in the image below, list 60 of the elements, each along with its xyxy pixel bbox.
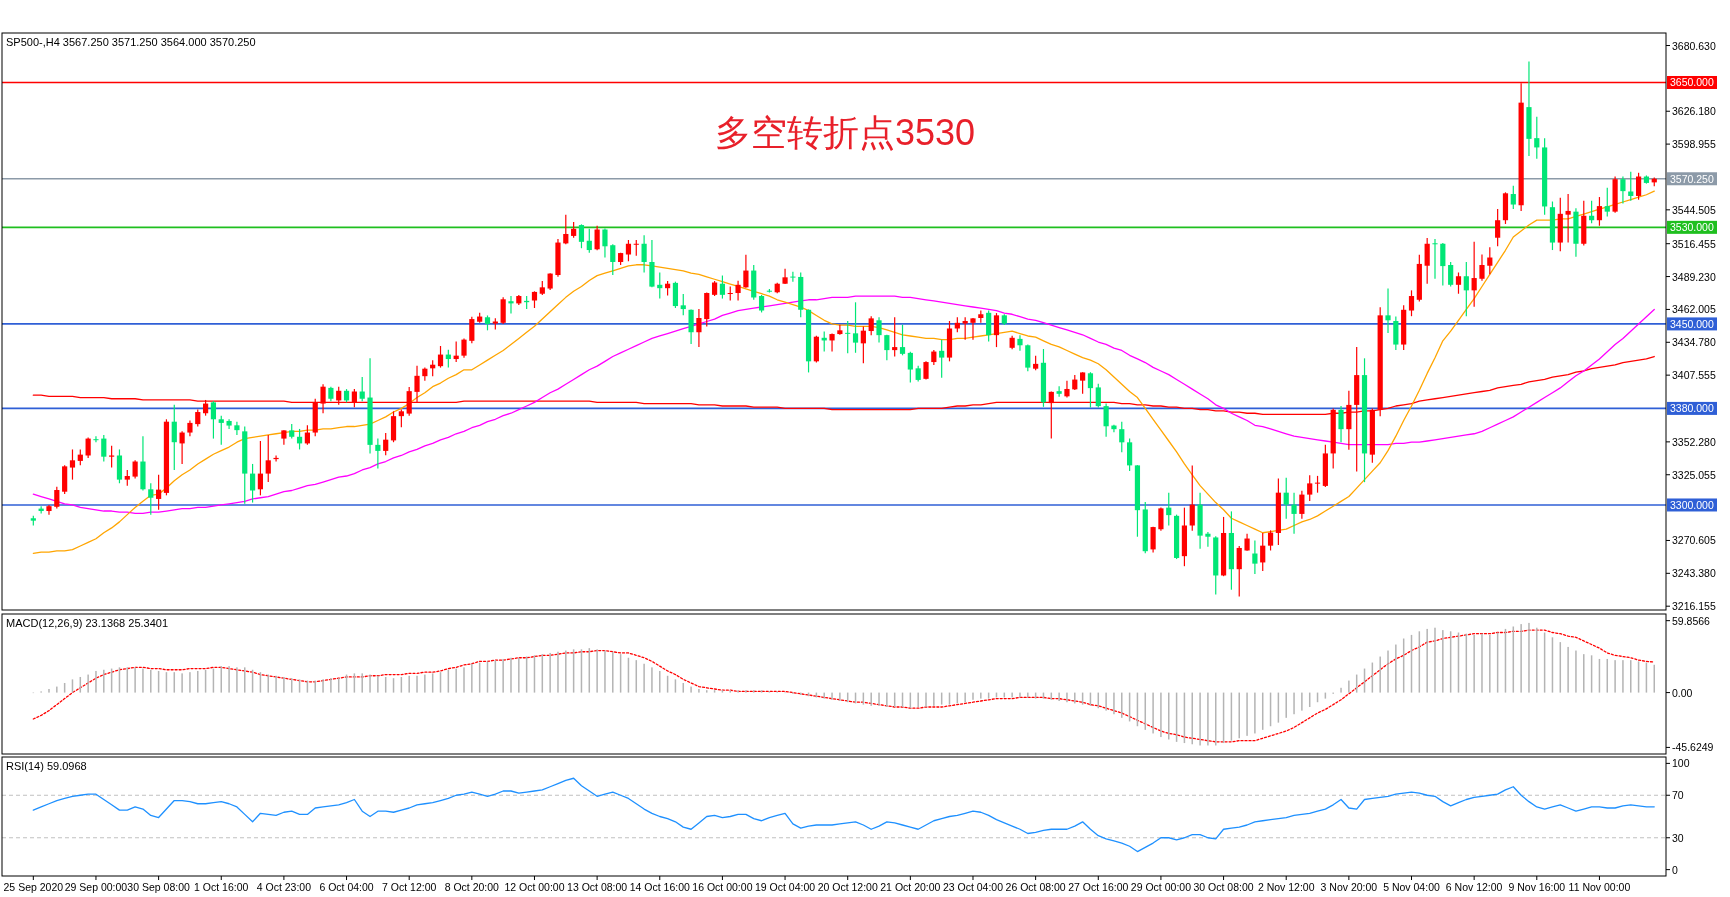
chart-title: MACD(12,26,9) 23.1368 25.3401 <box>6 617 169 629</box>
x-tick-label: 6 Oct 04:00 <box>319 881 374 893</box>
x-tick-label: 3 Nov 20:00 <box>1320 881 1378 893</box>
x-tick-label: 25 Sep 2020 <box>3 881 64 893</box>
x-tick-label: 9 Nov 16:00 <box>1508 881 1566 893</box>
annotation: 多空转折点3530 <box>714 112 976 153</box>
x-tick-label: 19 Oct 04:00 <box>755 881 816 893</box>
x-tick-label: 5 Nov 04:00 <box>1383 881 1440 893</box>
y-tick-label: 3325.055 <box>1672 468 1716 481</box>
x-tick-label: 6 Nov 12:00 <box>1445 881 1503 893</box>
x-tick-label: 20 Oct 12:00 <box>817 881 878 893</box>
x-tick-label: 30 Oct 08:00 <box>1193 881 1254 893</box>
x-tick-label: 8 Oct 20:00 <box>444 881 500 893</box>
y-tick-label: 3434.780 <box>1672 336 1716 349</box>
line-series <box>32 629 1655 743</box>
x-tick-label: 12 Oct 00:00 <box>504 881 565 893</box>
y-tick-label: 3352.280 <box>1672 435 1716 448</box>
chart-title: SP500-,H4 3567.250 3571.250 3564.000 3570.250 <box>6 36 256 48</box>
x-tick-label: 14 Oct 16:00 <box>629 881 690 893</box>
ref-line-label: 3570.250 <box>1670 172 1714 185</box>
y-tick-label: 3680.630 <box>1672 39 1716 52</box>
line-series <box>32 295 1655 515</box>
x-tick-label: 23 Oct 04:00 <box>942 881 1004 893</box>
x-tick-label: 4 Oct 23:00 <box>256 881 312 893</box>
x-tick-label: 7 Oct 12:00 <box>382 881 437 893</box>
chart-title: RSI(14) 59.0968 <box>6 760 87 772</box>
ref-line-label: 3300.000 <box>1670 498 1714 511</box>
ref-line-label: 3650.000 <box>1670 76 1714 89</box>
y-tick-label: 100 <box>1672 757 1690 770</box>
y-tick-label: 3626.180 <box>1672 105 1716 118</box>
x-tick-label: 21 Oct 20:00 <box>880 881 941 893</box>
ref-line-label: 3450.000 <box>1670 317 1714 330</box>
y-tick-label: 3489.230 <box>1672 270 1716 283</box>
y-tick-label: 3462.005 <box>1672 303 1716 316</box>
x-tick-label: 29 Sep 00:00 <box>64 881 128 893</box>
x-tick-label: 16 Oct 00:00 <box>692 881 753 893</box>
y-tick-label: 3407.555 <box>1672 369 1716 382</box>
y-tick-label: 0.00 <box>1672 686 1693 699</box>
x-tick-label: 1 Oct 16:00 <box>194 881 249 893</box>
x-tick-label: 2 Nov 12:00 <box>1257 881 1315 893</box>
y-tick-label: 3544.505 <box>1672 203 1716 216</box>
line-series <box>32 777 1655 853</box>
x-tick-label: 26 Oct 08:00 <box>1005 881 1066 893</box>
y-tick-label: 3270.605 <box>1672 534 1716 547</box>
x-tick-label: 13 Oct 08:00 <box>567 881 628 893</box>
y-tick-label: 3598.955 <box>1672 138 1716 151</box>
x-tick-label: 30 Sep 08:00 <box>127 881 190 893</box>
ref-line-label: 3380.000 <box>1670 402 1714 415</box>
y-tick-label: 30 <box>1672 831 1684 844</box>
y-tick-label: 3216.155 <box>1672 600 1716 613</box>
x-tick-label: 11 Nov 00:00 <box>1568 881 1631 893</box>
y-tick-label: 0 <box>1672 863 1678 876</box>
y-tick-label: 3243.380 <box>1672 567 1716 580</box>
y-tick-label: 59.8566 <box>1672 614 1711 627</box>
y-tick-label: -45.6249 <box>1672 741 1714 754</box>
x-tick-label: 29 Oct 00:00 <box>1130 881 1192 893</box>
ref-line-label: 3530.000 <box>1670 221 1714 234</box>
y-tick-label: 70 <box>1672 789 1684 802</box>
y-tick-label: 3516.455 <box>1672 237 1716 250</box>
x-tick-label: 27 Oct 16:00 <box>1068 881 1129 893</box>
